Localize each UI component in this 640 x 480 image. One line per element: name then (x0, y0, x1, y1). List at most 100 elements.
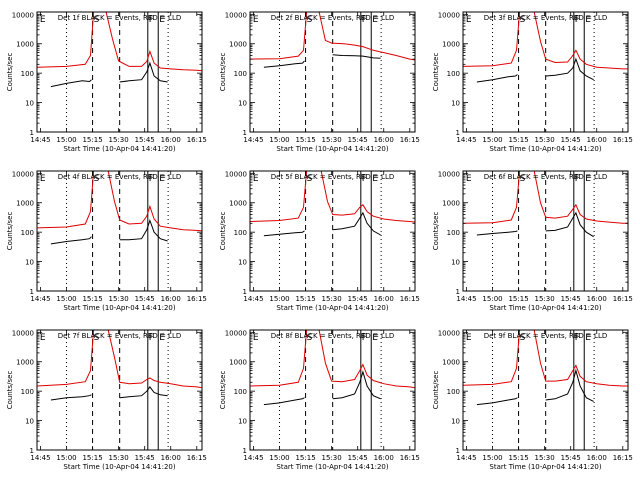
y-tick-label: 100 (234, 70, 247, 78)
x-tick-label: 15:30 (109, 454, 129, 462)
plot-area (250, 330, 415, 406)
marker-label-e: E (40, 15, 46, 25)
y-tick-label: 1 (456, 288, 460, 296)
y-axis-label: Counts/sec (219, 212, 227, 251)
marker-label-e: E (372, 15, 378, 25)
y-tick-label: 10 (238, 100, 247, 108)
x-axis-label: Start Time (10-Apr-04 14:41:20) (63, 145, 175, 153)
plot-area (463, 330, 628, 406)
plot-frame (36, 329, 203, 451)
plot-area (463, 171, 628, 238)
plot-frame (462, 11, 629, 133)
plot-area (463, 12, 628, 83)
x-axis-label: Start Time (10-Apr-04 14:41:20) (489, 463, 601, 471)
events-series-line (119, 386, 168, 399)
y-tick-label: 10000 (225, 170, 247, 178)
x-tick-label: 15:45 (561, 136, 581, 144)
y-tick-label: 1 (243, 288, 247, 296)
y-tick-label: 10000 (438, 329, 460, 337)
panel-4: 1 10 100 1000 10000 14:45 15:00 15:15 15:30 15:45… (6, 170, 207, 312)
x-axis-label: Start Time (10-Apr-04 14:41:20) (276, 304, 388, 312)
marker-label-e: E (253, 15, 259, 25)
events-series-line (263, 60, 305, 68)
x-tick-label: 15:30 (535, 454, 555, 462)
y-tick-label: 100 (447, 70, 460, 78)
events-series-line (332, 370, 381, 400)
plot-frame (462, 329, 629, 451)
marker-label-s: S (307, 15, 313, 25)
y-axis-label: Counts/sec (6, 212, 14, 251)
y-tick-label: 10 (25, 259, 34, 267)
x-tick-label: 16:15 (187, 136, 207, 144)
events-series-line (476, 230, 518, 236)
x-tick-label: 15:30 (535, 295, 555, 303)
panel-title: Det 1f BLACK = Events, RED = LLD (58, 14, 181, 22)
x-tick-label: 16:00 (161, 295, 181, 303)
lld-series-line (250, 12, 415, 61)
x-tick-label: 16:00 (374, 295, 394, 303)
x-tick-label: 16:15 (400, 136, 420, 144)
y-tick-label: 100 (21, 229, 34, 237)
y-axis-label: Counts/sec (219, 371, 227, 410)
plot-area (37, 330, 202, 401)
marker-label-e: E (253, 174, 259, 184)
x-tick-label: 15:45 (135, 295, 155, 303)
marker-label-f: F (575, 15, 580, 25)
y-tick-label: 1000 (16, 41, 34, 49)
events-series-line (476, 74, 518, 83)
y-axis-label: Counts/sec (432, 53, 440, 92)
x-tick-label: 15:45 (561, 454, 581, 462)
marker-label-f: F (362, 174, 367, 184)
x-tick-label: 15:15 (82, 295, 102, 303)
events-series-line (119, 61, 168, 83)
x-tick-label: 15:45 (348, 454, 368, 462)
lld-series-line (463, 330, 628, 387)
x-tick-label: 15:00 (269, 454, 289, 462)
y-tick-label: 100 (447, 229, 460, 237)
events-series-line (332, 54, 381, 59)
y-tick-label: 10 (25, 418, 34, 426)
panel-2: 1 10 100 1000 10000 14:45 15:00 15:15 15:30 15:45… (219, 11, 420, 153)
y-tick-label: 1 (30, 447, 34, 455)
x-axis-label: Start Time (10-Apr-04 14:41:20) (63, 304, 175, 312)
plot-frame (36, 170, 203, 292)
marker-label-e: E (585, 174, 591, 184)
y-tick-label: 1000 (16, 359, 34, 367)
marker-label-e: E (585, 15, 591, 25)
events-series-line (545, 368, 594, 402)
events-series-line (263, 230, 305, 237)
marker-label-f: F (362, 15, 367, 25)
x-tick-label: 15:45 (561, 295, 581, 303)
x-tick-label: 14:45 (243, 295, 263, 303)
panel-8: 1 10 100 1000 10000 14:45 15:00 15:15 15:30 15:45… (219, 329, 420, 471)
y-tick-label: 10 (238, 418, 247, 426)
x-tick-label: 16:00 (587, 454, 607, 462)
x-tick-label: 15:00 (56, 454, 76, 462)
x-axis-label: Start Time (10-Apr-04 14:41:20) (276, 463, 388, 471)
x-axis-label: Start Time (10-Apr-04 14:41:20) (489, 145, 601, 153)
x-tick-label: 15:00 (269, 136, 289, 144)
x-tick-label: 15:45 (348, 295, 368, 303)
events-series-line (332, 211, 381, 236)
events-series-line (545, 211, 594, 238)
panel-5: 1 10 100 1000 10000 14:45 15:00 15:15 15:30 15:45… (219, 170, 420, 312)
plot-area (37, 12, 202, 88)
x-axis-label: Start Time (10-Apr-04 14:41:20) (276, 145, 388, 153)
x-tick-label: 14:45 (30, 295, 50, 303)
x-tick-label: 15:30 (535, 136, 555, 144)
y-tick-label: 10 (451, 100, 460, 108)
panel-title: Det 4f BLACK = Events, RED = LLD (58, 173, 181, 181)
plot-frame (36, 11, 203, 133)
panel-title: Det 3f BLACK = Events, RED = LLD (484, 14, 607, 22)
marker-label-e: E (585, 333, 591, 343)
y-tick-label: 10000 (12, 329, 34, 337)
plot-frame (249, 329, 416, 451)
marker-label-s: S (94, 333, 100, 343)
y-tick-label: 10 (25, 100, 34, 108)
y-tick-label: 10 (451, 259, 460, 267)
y-tick-label: 10 (451, 418, 460, 426)
x-tick-label: 16:15 (613, 454, 633, 462)
y-axis-label: Counts/sec (6, 371, 14, 410)
marker-label-e: E (159, 15, 165, 25)
y-tick-label: 100 (234, 388, 247, 396)
